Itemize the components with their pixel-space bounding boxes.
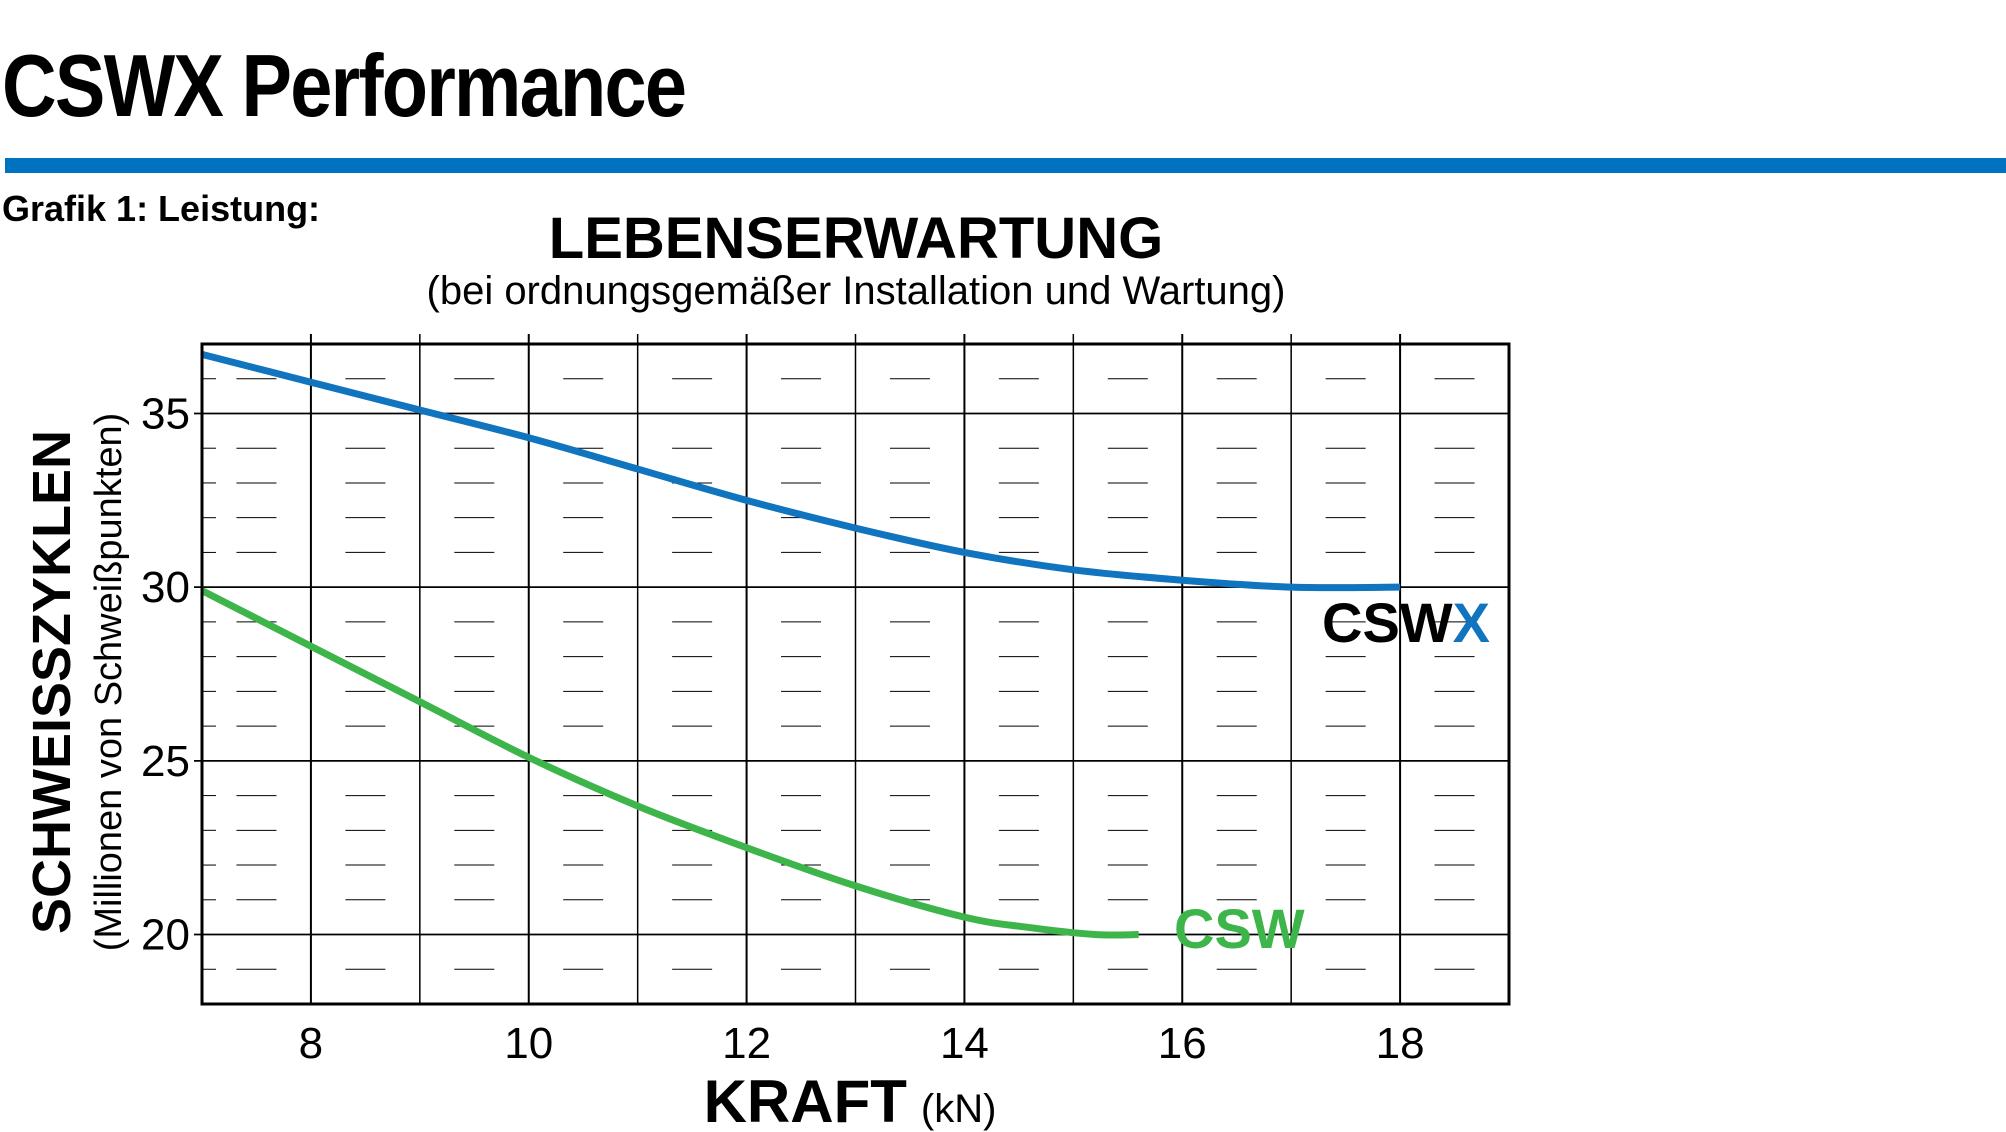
y-tick-label: 35: [141, 389, 190, 438]
y-tick-label: 20: [141, 911, 190, 960]
x-axis-title: KRAFT: [704, 1068, 907, 1132]
chart-subtitle: (bei ordnungsgemäßer Installation und Wa…: [427, 269, 1286, 313]
tick-labels: 8 10 12 14 16 18 20 25 30 35: [141, 389, 1425, 1068]
series-line-csw: [200, 587, 1139, 939]
series-line-cswx: [201, 351, 1401, 592]
x-tick-label: 14: [940, 1019, 989, 1068]
y-axis-label: SCHWEISSZYKLEN: [22, 430, 82, 934]
x-tick-label: 18: [1376, 1019, 1425, 1068]
x-tick-label: 12: [722, 1019, 771, 1068]
grid: [194, 334, 1509, 1004]
series: [200, 351, 1401, 939]
series-label-csw: CSW: [1174, 897, 1305, 960]
page-title: CSWX Performance: [2, 36, 687, 135]
x-axis-unit: (kN): [921, 1087, 997, 1131]
x-tick-label: 8: [299, 1019, 323, 1068]
plot-frame: [200, 342, 1511, 1006]
series-label-cswx-prefix: CSW: [1322, 591, 1453, 654]
y-tick-label: 30: [141, 563, 190, 612]
title-rule: [5, 158, 2006, 173]
series-label-cswx: CSWX: [1322, 591, 1490, 654]
y-axis-sublabel: (Millionen von Schweißpunkten): [88, 413, 130, 952]
x-tick-label: 16: [1158, 1019, 1207, 1068]
graphic-caption: Grafik 1: Leistung:: [2, 188, 321, 229]
chart-title: LEBENSERWARTUNG: [549, 206, 1163, 271]
y-tick-label: 25: [141, 737, 190, 786]
x-axis-label: KRAFT (kN): [704, 1068, 997, 1132]
x-tick-label: 10: [504, 1019, 553, 1068]
series-label-cswx-suffix: X: [1453, 591, 1490, 654]
